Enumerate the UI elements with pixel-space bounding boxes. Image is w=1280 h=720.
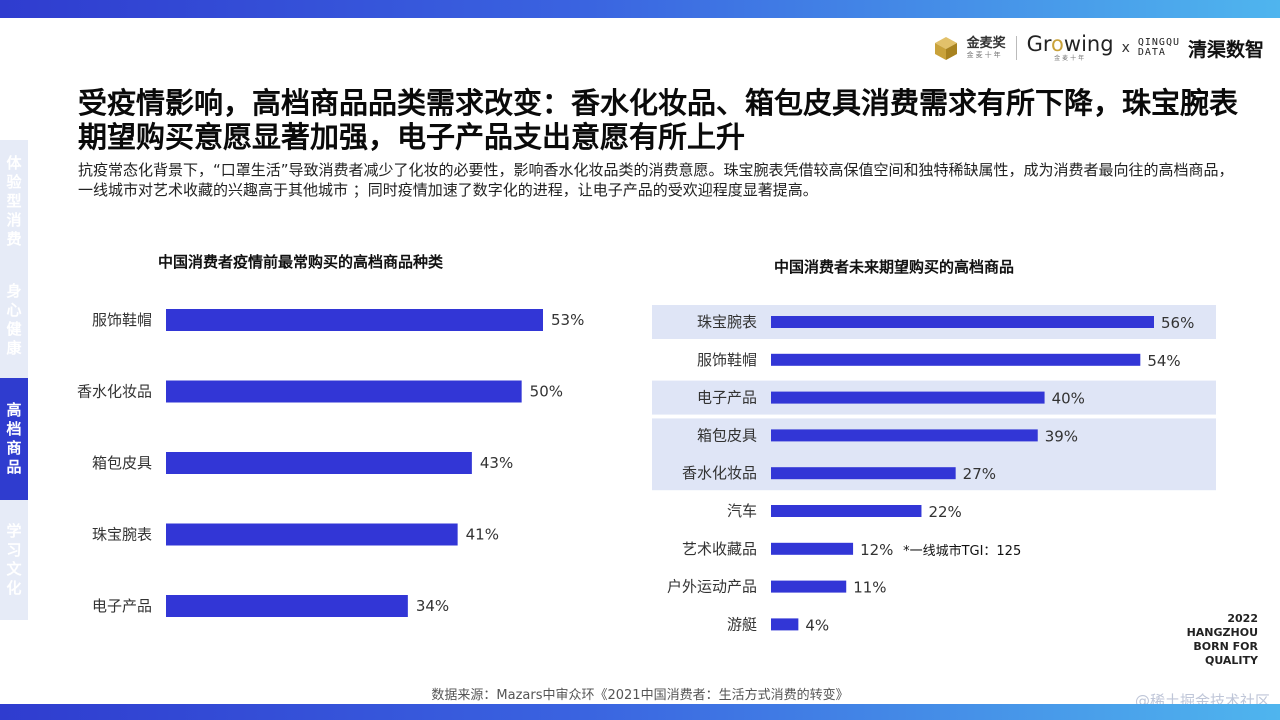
chart2-value-label: 39% xyxy=(1045,427,1078,445)
chart2-value-label: 27% xyxy=(963,465,996,483)
sidenav-char: 身 xyxy=(6,282,22,300)
sidenav-char: 康 xyxy=(6,339,22,357)
chart2-category-label: 汽车 xyxy=(727,502,757,520)
logo-divider xyxy=(1015,36,1017,60)
chart2-category-label: 户外运动产品 xyxy=(667,578,757,596)
chart2-value-label: 54% xyxy=(1147,352,1180,370)
sidenav-item-wellness[interactable]: 身心健康 xyxy=(0,262,28,378)
chart1-value-label: 43% xyxy=(480,454,513,472)
chart2-value-label: 11% xyxy=(853,579,886,597)
chart1-category-label: 电子产品 xyxy=(92,597,152,615)
sidenav-item-learning[interactable]: 学习文化 xyxy=(0,500,28,620)
year-line: 2022 xyxy=(1227,612,1258,625)
chart1-category-label: 箱包皮具 xyxy=(92,454,152,472)
header-logos: 金麦奖 金麦十年 Growing 金麦十年 x QINGQU DATA 清渠数智 xyxy=(933,30,1264,66)
chart2-value-label: 12% xyxy=(860,541,893,559)
chart2-category-label: 香水化妆品 xyxy=(682,464,757,482)
chart2-bar xyxy=(771,429,1038,442)
year-block: 2022 HANGZHOU BORN FOR QUALITY xyxy=(1187,612,1258,668)
chart1-value-label: 41% xyxy=(466,526,499,544)
qingqu-logo: QINGQU DATA xyxy=(1138,38,1180,58)
sidenav-item-experience[interactable]: 体验型消费 xyxy=(0,140,28,262)
chart2-bar xyxy=(771,618,799,631)
chart1-bar xyxy=(166,595,408,617)
sidenav-char: 心 xyxy=(6,301,22,319)
chart2-bar xyxy=(771,542,854,555)
sidenav-char: 习 xyxy=(6,541,22,559)
qingqu-line1: QINGQU xyxy=(1137,37,1180,48)
chart2-bar xyxy=(771,505,922,517)
sidenav-char: 品 xyxy=(6,458,22,476)
chart1-category-label: 香水化妆品 xyxy=(77,383,152,401)
chart2-value-label: 22% xyxy=(928,503,961,521)
chart1-title: 中国消费者疫情前最常购买的高档商品种类 xyxy=(158,253,444,271)
growing-logo-text: Growing xyxy=(1026,32,1114,56)
qingqu-logo-cn: 清渠数智 xyxy=(1187,38,1264,61)
sidenav-char: 商 xyxy=(6,439,22,457)
sidenav-char: 健 xyxy=(6,320,22,338)
page-title: 受疫情影响，高档商品品类需求改变：香水化妆品、箱包皮具消费需求有所下降，珠宝腕表… xyxy=(78,86,1239,154)
slogan-line-2: QUALITY xyxy=(1204,654,1258,667)
chart2-category-label: 电子产品 xyxy=(697,389,757,407)
chart2-bar xyxy=(771,580,847,593)
chart2-value-label: 40% xyxy=(1052,390,1085,408)
sidenav-char: 验 xyxy=(6,172,22,191)
sidenav-char: 体 xyxy=(6,153,22,172)
top-gradient-bar xyxy=(0,0,1280,18)
jinmai-logo-sub: 金麦十年 xyxy=(966,51,1003,59)
chart2-value-label: 56% xyxy=(1161,314,1194,332)
jinmai-logo: 金麦奖 金麦十年 xyxy=(967,37,1006,59)
sidenav-char: 高 xyxy=(6,401,22,419)
chart2-category-label: 珠宝腕表 xyxy=(697,313,757,331)
sidenav-char: 化 xyxy=(6,579,22,597)
chart1-bar xyxy=(166,380,522,403)
sidenav-char: 费 xyxy=(6,229,22,248)
chart2-bar xyxy=(771,316,1154,328)
chart2-bar xyxy=(771,467,956,480)
chart2-category-label: 游艇 xyxy=(727,615,757,633)
sidenav-char: 文 xyxy=(6,560,22,578)
sidenav-char: 消 xyxy=(6,210,22,229)
bottom-gradient-bar xyxy=(0,704,1280,720)
growing-logo-sub: 金麦十年 xyxy=(1054,55,1087,62)
chart2-annotation: *一线城市TGI：125 xyxy=(903,543,1021,559)
chart1-bar xyxy=(166,452,472,474)
chart1-category-label: 服饰鞋帽 xyxy=(92,311,152,329)
jinmai-cube-icon xyxy=(933,35,959,61)
sidenav-char: 型 xyxy=(6,191,22,210)
chart1-category-label: 珠宝腕表 xyxy=(92,526,152,544)
data-source: 数据来源：Mazars中审众环《2021中国消费者：生活方式消费的转变》 xyxy=(431,688,849,703)
sidenav-item-luxury[interactable]: 高档商品 xyxy=(0,378,28,500)
growing-logo: Growing 金麦十年 xyxy=(1027,34,1114,62)
chart2-category-label: 艺术收藏品 xyxy=(682,540,757,558)
chart2-bar xyxy=(771,391,1045,404)
chart2-category-label: 服饰鞋帽 xyxy=(697,351,757,369)
chart2-category-label: 箱包皮具 xyxy=(697,426,757,444)
chart1-bar xyxy=(166,309,543,331)
page-subtitle: 抗疫常态化背景下，“口罩生活”导致消费者减少了化妆的必要性，影响香水化妆品类的消… xyxy=(78,161,1234,199)
chart2-value-label: 4% xyxy=(805,616,829,634)
sidenav-char: 档 xyxy=(6,420,22,438)
city-line: HANGZHOU xyxy=(1186,626,1258,639)
logo-x: x xyxy=(1121,40,1130,56)
jinmai-logo-text: 金麦奖 xyxy=(966,36,1006,51)
chart1-value-label: 53% xyxy=(551,311,584,329)
slogan-line-1: BORN FOR xyxy=(1193,640,1258,653)
chart1-value-label: 34% xyxy=(416,597,449,615)
chart2-title: 中国消费者未来期望购买的高档商品 xyxy=(774,258,1015,276)
chart1-value-label: 50% xyxy=(530,383,563,401)
chart1-bar xyxy=(166,523,458,546)
sidenav-char: 学 xyxy=(6,522,22,540)
qingqu-line2: DATA xyxy=(1137,47,1166,58)
chart2-bar xyxy=(771,353,1141,366)
